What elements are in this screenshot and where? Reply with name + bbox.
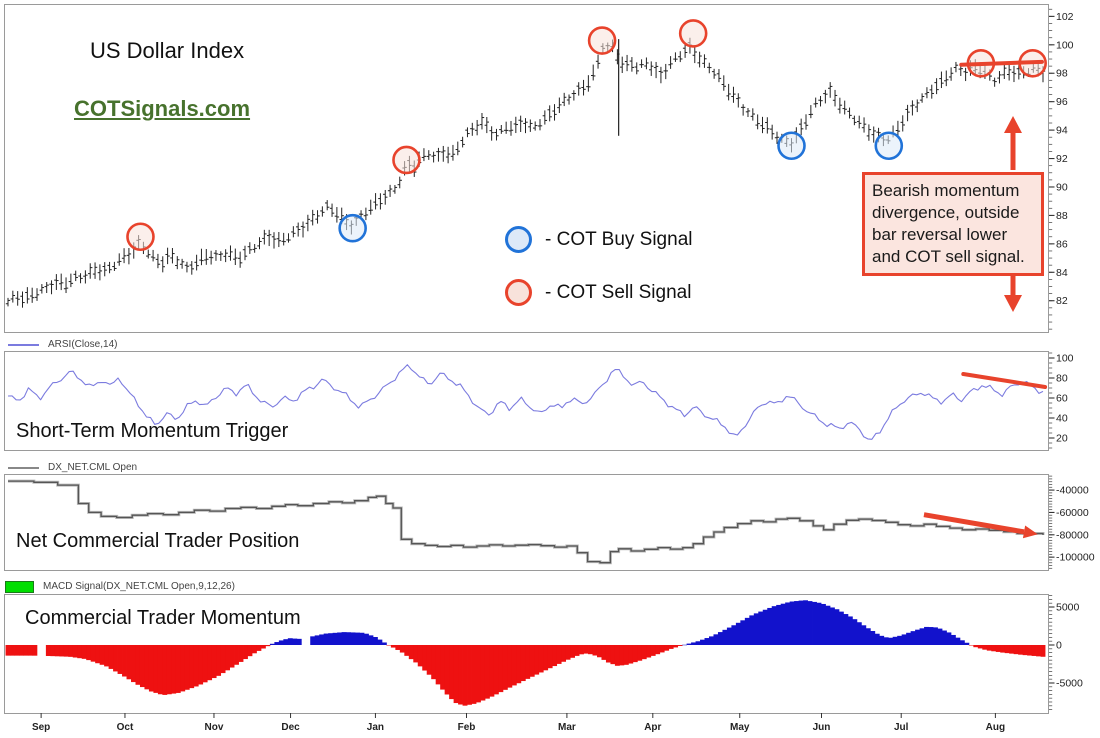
month-label: Apr [644, 722, 661, 733]
sell-signal-marker [678, 19, 708, 48]
rsi-line [7, 364, 1044, 440]
y-tick-label: 84 [1056, 267, 1068, 279]
y-tick-label: -80000 [1056, 529, 1089, 541]
price-chart [5, 19, 1047, 312]
sell-signal-label: - COT Sell Signal [545, 281, 692, 303]
month-label: Sep [32, 722, 50, 733]
y-tick-label: 98 [1056, 68, 1068, 80]
y-tick-label: 102 [1056, 11, 1074, 23]
net-panel-title: Net Commercial Trader Position [16, 530, 300, 552]
net-chart [8, 479, 1045, 565]
macd-panel [4, 594, 1049, 714]
rsi-panel [4, 351, 1049, 451]
y-tick-label: -100000 [1056, 552, 1095, 564]
y-tick-label: -5000 [1056, 677, 1083, 689]
y-tick-label: 100 [1056, 39, 1074, 51]
y-tick-label: 82 [1056, 295, 1068, 307]
month-label: Jun [813, 722, 831, 733]
rsi-chart [7, 364, 1048, 440]
sell-signal-legend: - COT Sell Signal [505, 279, 691, 306]
macd-legend: MACD Signal(DX_NET.CML Open,9,12,26) [5, 580, 235, 593]
y-tick-label: 92 [1056, 153, 1068, 165]
month-label: Jan [367, 722, 384, 733]
y-tick-label: 100 [1056, 353, 1074, 365]
price-panel [4, 4, 1049, 333]
resistance-trendline [959, 59, 1044, 67]
y-tick-label: -40000 [1056, 485, 1089, 497]
annotation-box: Bearish momentum divergence, outside bar… [862, 172, 1044, 277]
sell-signal-circle-icon [505, 279, 532, 306]
sell-signal-marker [587, 26, 617, 55]
macd-swatch-icon [5, 580, 34, 593]
rsi-legend: ARSI(Close,14) [8, 338, 117, 351]
y-tick-label: 90 [1056, 181, 1068, 193]
y-tick-label: 80 [1056, 373, 1068, 385]
y-tick-label: 20 [1056, 433, 1068, 445]
rsi-legend-label: ARSI(Close,14) [48, 339, 118, 350]
annotation-text: Bearish momentum divergence, outside bar… [872, 181, 1025, 267]
y-tick-label: 88 [1056, 210, 1068, 222]
macd-panel-title: Commercial Trader Momentum [25, 607, 301, 629]
chart-title: US Dollar Index [90, 38, 245, 63]
sell-signal-marker [126, 222, 155, 252]
net-legend: DX_NET.CML Open [8, 461, 137, 474]
month-label: May [730, 722, 750, 733]
y-tick-label: 5000 [1056, 602, 1080, 614]
month-label: Mar [558, 722, 576, 733]
y-tick-label: 40 [1056, 413, 1068, 425]
y-tick-label: 0 [1056, 639, 1062, 651]
month-label: Jul [894, 722, 909, 733]
net-step-line [8, 480, 1044, 564]
macd-chart [5, 600, 1046, 706]
net-line-swatch-icon [8, 466, 39, 469]
month-label: Oct [117, 722, 134, 733]
rsi-panel-title: Short-Term Momentum Trigger [16, 420, 289, 442]
y-tick-label: 86 [1056, 238, 1068, 250]
buy-signal-marker [338, 213, 367, 243]
month-label: Feb [458, 722, 476, 733]
y-tick-label: 94 [1056, 125, 1068, 137]
y-tick-label: 60 [1056, 393, 1068, 405]
sell-signal-marker [392, 145, 421, 175]
month-label: Dec [281, 722, 300, 733]
buy-signal-marker [777, 131, 806, 161]
buy-signal-marker [874, 131, 904, 161]
y-tick-label: 96 [1056, 96, 1068, 108]
right-axis: 102 100 98 96 94 92 90 88 86 84 82 100 80 60 40 20 -4000… [1049, 8, 1095, 710]
momentum-trendline [961, 372, 1048, 389]
macd-legend-label: MACD Signal(DX_NET.CML Open,9,12,26) [43, 581, 235, 592]
buy-signal-circle-icon [505, 226, 532, 253]
net-decline-arrow [923, 512, 1025, 535]
net-legend-label: DX_NET.CML Open [48, 462, 138, 473]
brand-link[interactable]: COTSignals.com [74, 96, 251, 121]
y-tick-label: -60000 [1056, 507, 1089, 519]
net-panel [4, 474, 1049, 571]
month-label: Nov [205, 722, 224, 733]
rsi-line-swatch-icon [8, 343, 39, 346]
month-label: Aug [986, 722, 1005, 733]
buy-signal-legend: - COT Buy Signal [505, 226, 692, 253]
bottom-axis: Sep Oct Nov Dec Jan Feb Mar Apr May Jun Jul Aug [32, 713, 1005, 733]
buy-signal-label: - COT Buy Signal [545, 228, 693, 250]
